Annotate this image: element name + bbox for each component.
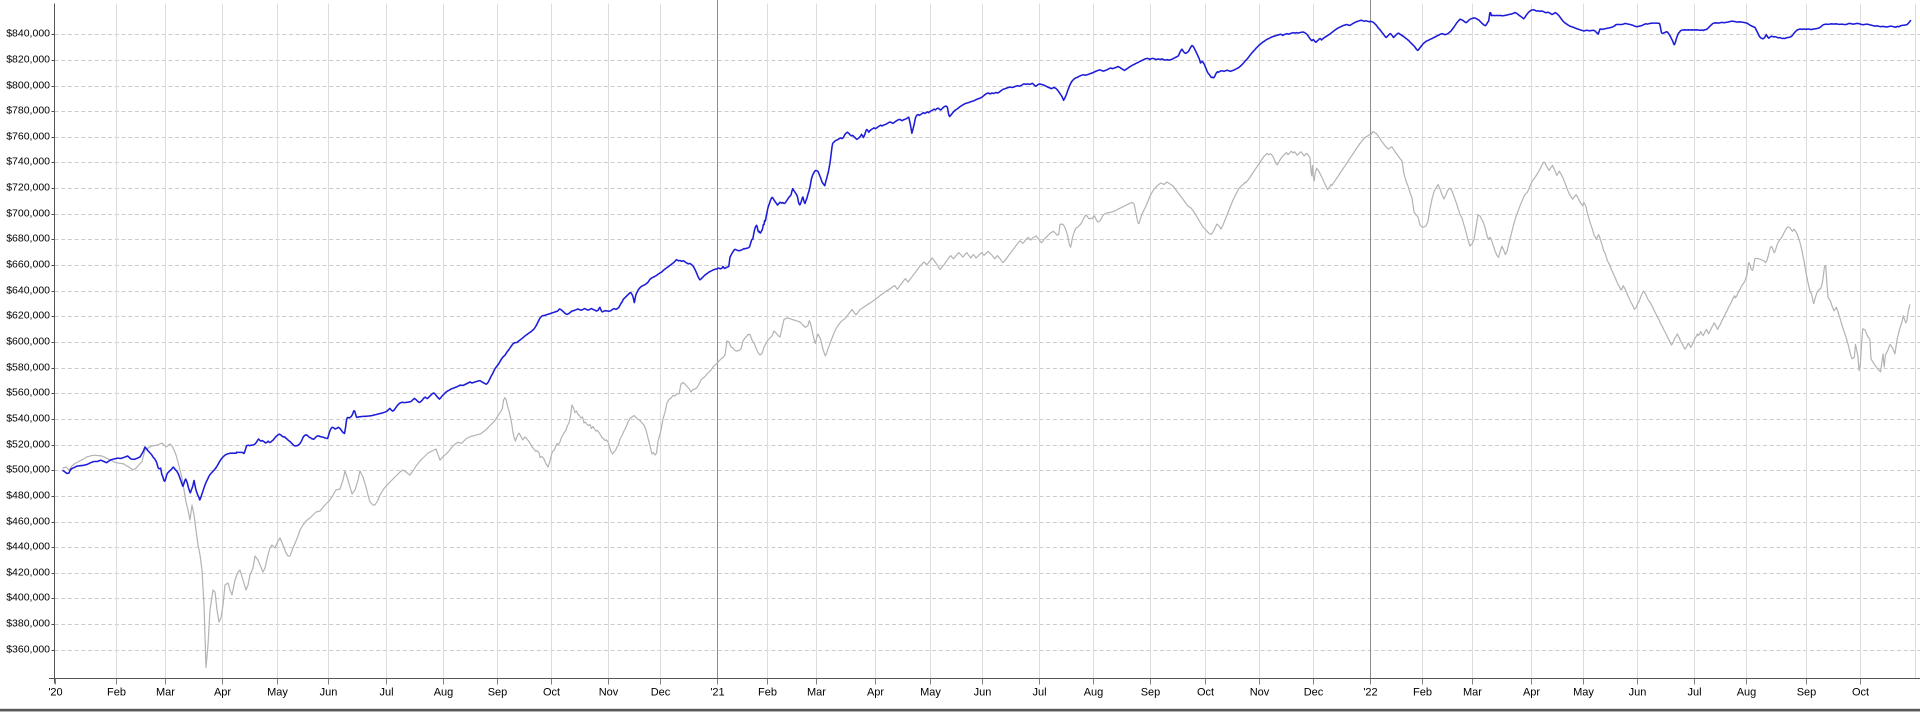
- svg-text:May: May: [1573, 687, 1594, 699]
- svg-text:Sep: Sep: [1797, 687, 1817, 699]
- svg-text:$800,000: $800,000: [6, 79, 50, 91]
- svg-text:$460,000: $460,000: [6, 515, 50, 527]
- svg-text:$520,000: $520,000: [6, 438, 50, 450]
- svg-text:'20: '20: [48, 687, 62, 699]
- svg-text:$700,000: $700,000: [6, 207, 50, 219]
- svg-text:$440,000: $440,000: [6, 540, 50, 552]
- svg-text:Feb: Feb: [758, 687, 777, 699]
- svg-text:$620,000: $620,000: [6, 309, 50, 321]
- svg-text:Apr: Apr: [214, 687, 231, 699]
- svg-text:$380,000: $380,000: [6, 617, 50, 629]
- svg-text:Feb: Feb: [1413, 687, 1432, 699]
- svg-text:$500,000: $500,000: [6, 463, 50, 475]
- svg-text:Jul: Jul: [379, 687, 393, 699]
- svg-text:Apr: Apr: [1523, 687, 1540, 699]
- svg-text:Jun: Jun: [1629, 687, 1647, 699]
- svg-text:$540,000: $540,000: [6, 412, 50, 424]
- svg-text:Nov: Nov: [1250, 687, 1270, 699]
- svg-text:Nov: Nov: [599, 687, 619, 699]
- svg-text:Aug: Aug: [1084, 687, 1104, 699]
- svg-text:Aug: Aug: [434, 687, 454, 699]
- svg-text:$400,000: $400,000: [6, 591, 50, 603]
- svg-text:Mar: Mar: [807, 687, 826, 699]
- svg-text:$480,000: $480,000: [6, 489, 50, 501]
- svg-text:$420,000: $420,000: [6, 566, 50, 578]
- svg-text:Oct: Oct: [1197, 687, 1214, 699]
- svg-text:Sep: Sep: [488, 687, 508, 699]
- svg-text:Dec: Dec: [1304, 687, 1324, 699]
- svg-text:$680,000: $680,000: [6, 232, 50, 244]
- svg-text:$780,000: $780,000: [6, 104, 50, 116]
- svg-text:$720,000: $720,000: [6, 181, 50, 193]
- svg-text:$560,000: $560,000: [6, 386, 50, 398]
- svg-text:$580,000: $580,000: [6, 361, 50, 373]
- svg-text:$820,000: $820,000: [6, 53, 50, 65]
- svg-text:Jul: Jul: [1032, 687, 1046, 699]
- svg-text:May: May: [267, 687, 288, 699]
- svg-text:'22: '22: [1363, 687, 1377, 699]
- svg-text:Apr: Apr: [867, 687, 884, 699]
- svg-text:$760,000: $760,000: [6, 130, 50, 142]
- svg-text:Dec: Dec: [651, 687, 671, 699]
- svg-text:$740,000: $740,000: [6, 155, 50, 167]
- svg-text:$640,000: $640,000: [6, 284, 50, 296]
- svg-text:$660,000: $660,000: [6, 258, 50, 270]
- svg-text:Aug: Aug: [1737, 687, 1757, 699]
- svg-text:$840,000: $840,000: [6, 27, 50, 39]
- svg-text:Jun: Jun: [974, 687, 992, 699]
- svg-text:$600,000: $600,000: [6, 335, 50, 347]
- svg-text:May: May: [920, 687, 941, 699]
- svg-text:Mar: Mar: [1463, 687, 1482, 699]
- svg-text:Mar: Mar: [156, 687, 175, 699]
- svg-text:Sep: Sep: [1141, 687, 1161, 699]
- svg-text:'21: '21: [710, 687, 724, 699]
- svg-text:$360,000: $360,000: [6, 643, 50, 655]
- svg-text:Jul: Jul: [1687, 687, 1701, 699]
- svg-text:Feb: Feb: [107, 687, 126, 699]
- svg-text:Jun: Jun: [320, 687, 338, 699]
- svg-text:Oct: Oct: [1852, 687, 1869, 699]
- svg-text:Oct: Oct: [543, 687, 560, 699]
